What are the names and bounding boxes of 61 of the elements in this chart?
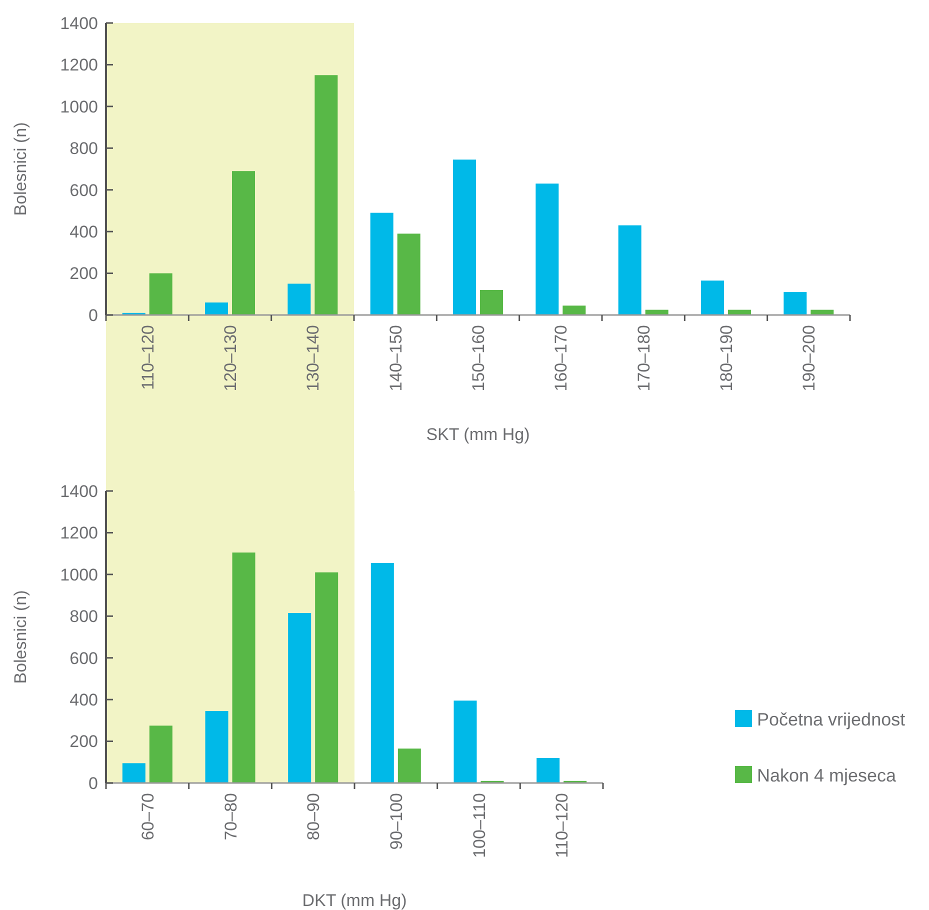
y-tick-label: 1400 <box>60 482 98 501</box>
x-tick-label: 190–200 <box>800 325 819 392</box>
bar <box>784 292 807 315</box>
bar <box>562 306 586 315</box>
y-tick-label: 200 <box>70 264 98 284</box>
x-tick-label: 90–100 <box>386 793 406 850</box>
bar <box>232 552 256 783</box>
x-tick-label: 170–180 <box>634 325 654 392</box>
y-tick-label: 1000 <box>60 565 98 584</box>
x-tick-label: 100–110 <box>470 793 489 858</box>
x-tick-label: 160–170 <box>552 325 571 392</box>
bar <box>122 763 146 783</box>
x-tick-label: 110–120 <box>138 325 158 390</box>
x-tick-label: 110–120 <box>552 793 572 858</box>
y-axis-title: Bolesnici (n) <box>11 590 30 684</box>
x-tick-label: 120–130 <box>221 325 240 392</box>
bar <box>314 75 338 315</box>
bar <box>288 613 312 783</box>
y-tick-label: 1200 <box>60 56 98 75</box>
y-tick-label: 400 <box>70 222 98 242</box>
y-tick-label: 400 <box>70 690 98 710</box>
y-tick-label: 0 <box>88 774 98 793</box>
y-tick-label: 1200 <box>60 524 98 543</box>
bar <box>398 748 421 783</box>
bar <box>205 711 228 783</box>
x-axis-title: DKT (mm Hg) <box>302 891 407 910</box>
bar <box>205 302 228 315</box>
y-tick-label: 800 <box>70 607 98 626</box>
bar <box>149 726 172 783</box>
bar <box>536 184 559 315</box>
bar <box>370 212 394 315</box>
bar <box>618 225 642 315</box>
bar <box>453 160 476 315</box>
x-tick-label: 130–140 <box>304 325 323 392</box>
legend-label: Nakon 4 mjeseca <box>757 765 898 786</box>
y-tick-label: 1000 <box>60 97 98 116</box>
x-tick-label: 80–90 <box>304 793 324 840</box>
bar <box>480 290 503 315</box>
bar <box>315 572 338 783</box>
bar <box>701 280 724 315</box>
y-axis-title: Bolesnici (n) <box>11 122 30 216</box>
bar <box>370 562 394 783</box>
y-tick-label: 600 <box>70 180 98 200</box>
x-tick-label: 60–70 <box>138 793 158 840</box>
legend-label: Početna vrijednost <box>757 709 906 730</box>
y-tick-label: 200 <box>70 732 98 752</box>
y-tick-label: 600 <box>70 648 98 668</box>
bar <box>288 284 311 315</box>
x-tick-label: 140–150 <box>386 325 406 392</box>
bar <box>232 171 255 315</box>
y-tick-label: 0 <box>88 306 98 325</box>
bar <box>397 234 420 315</box>
x-tick-label: 70–80 <box>221 793 240 840</box>
y-tick-label: 1400 <box>60 14 98 33</box>
bar <box>149 273 172 315</box>
x-tick-label: 150–160 <box>469 325 488 392</box>
y-tick-label: 800 <box>70 139 98 158</box>
bar <box>536 758 560 783</box>
bar <box>454 700 477 783</box>
x-axis-title: SKT (mm Hg) <box>426 425 530 444</box>
x-tick-label: 180–190 <box>717 325 736 392</box>
